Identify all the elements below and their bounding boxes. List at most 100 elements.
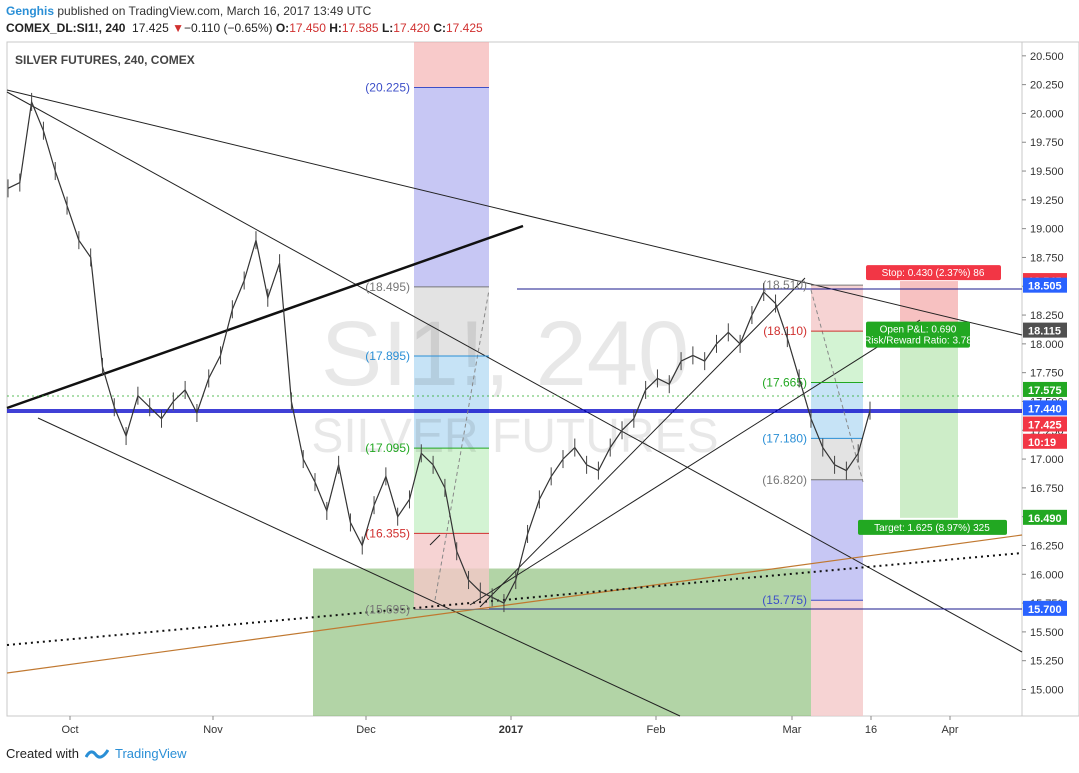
fib1-level-label-1: (18.495) xyxy=(365,280,410,294)
price-tag-6: 10:19 xyxy=(1028,437,1056,449)
fib2-zone-gray xyxy=(811,438,863,480)
price-tag-bg-8 xyxy=(1023,600,1067,616)
open-value: 17.450 xyxy=(289,21,326,35)
dotted-trendline xyxy=(6,552,1023,646)
ohlc-legend: COMEX_DL:SI1!, 240 17.425 ▼−0.110 (−0.65… xyxy=(6,21,483,35)
y-tick-label-11: 17.750 xyxy=(1030,368,1064,380)
chart-title: SILVER FUTURES, 240, COMEX xyxy=(15,53,195,67)
y-tick-label-17: 19.250 xyxy=(1030,195,1064,207)
stop-label: Stop: 0.430 (2.37%) 86 xyxy=(882,268,985,279)
fib2-level-label-5: (15.775) xyxy=(762,593,807,607)
fib2-level-label-3: (17.180) xyxy=(762,431,807,445)
x-tick-label-5: Mar xyxy=(783,724,802,736)
descending-channel-upper xyxy=(6,91,1023,653)
high-label: H: xyxy=(329,21,342,35)
x-tick-label-6: 16 xyxy=(865,724,877,736)
y-tick-label-19: 19.750 xyxy=(1030,137,1064,149)
price-tag-8: 15.700 xyxy=(1028,604,1062,616)
published-text: published on TradingView.com, March 16, … xyxy=(54,4,372,18)
author-link[interactable]: Genghis xyxy=(6,4,55,18)
price-tag-bg-3 xyxy=(1023,381,1067,397)
price-tag-bg-4 xyxy=(1023,400,1067,416)
y-tick-label-7: 16.750 xyxy=(1030,483,1064,495)
fib-zone-blue xyxy=(414,87,489,287)
fib-zone-gray xyxy=(414,286,489,356)
pnl-label-line1: Open P&L: 0.690 xyxy=(880,325,957,336)
rising-channel-lower-a xyxy=(429,534,441,546)
price-tag-bg-7 xyxy=(1023,509,1067,525)
rising-channel-upper xyxy=(479,277,806,608)
support-trendline-bold xyxy=(6,224,524,410)
y-tick-label-12: 18.000 xyxy=(1030,339,1064,351)
tradingview-logo-icon xyxy=(84,748,109,759)
fib-diagonal-dashed xyxy=(434,289,490,601)
x-tick-label-3: 2017 xyxy=(499,724,523,736)
x-tick-label-0: Oct xyxy=(61,724,78,736)
y-tick-label-4: 16.000 xyxy=(1030,569,1064,581)
fib1-level-label-0: (20.225) xyxy=(365,81,410,95)
x-tick-label-2: Dec xyxy=(356,724,376,736)
open-label: O: xyxy=(275,21,290,35)
fib-zone-pink xyxy=(414,533,489,610)
y-tick-label-8: 17.000 xyxy=(1030,454,1064,466)
price-tag-bg-1 xyxy=(1023,277,1067,293)
x-tick-label-7: Apr xyxy=(941,724,958,736)
fib2-level-label-0: (18.510) xyxy=(762,278,807,292)
y-tick-label-18: 19.500 xyxy=(1030,166,1064,178)
fib-zone-red xyxy=(414,42,489,88)
long-position-zone xyxy=(313,568,811,716)
stop-label-bg xyxy=(866,265,1001,281)
low-label: L: xyxy=(381,21,394,35)
target-zone xyxy=(900,330,958,518)
fib2-diagonal-dashed xyxy=(810,289,864,483)
fib-zone-lightblue xyxy=(414,355,489,449)
symbol-label: COMEX_DL:SI1!, 240 xyxy=(6,21,126,35)
change-value: −0.110 (−0.65%) xyxy=(183,21,273,35)
target-label: Target: 1.625 (8.97%) 325 xyxy=(874,523,990,534)
target-label-bg xyxy=(858,519,1007,535)
y-tick-label-13: 18.250 xyxy=(1030,310,1064,322)
fib2-zone-green xyxy=(811,331,863,383)
pnl-label-bg xyxy=(866,321,970,348)
fib1-level-label-2: (17.895) xyxy=(365,349,410,363)
price-tag-bg-5 xyxy=(1023,416,1067,432)
fib2-level-label-2: (17.665) xyxy=(762,375,807,389)
last-price: 17.425 xyxy=(132,21,169,35)
footer: Created with TradingView xyxy=(6,746,187,761)
y-tick-label-21: 20.250 xyxy=(1030,80,1064,92)
price-tag-3: 17.575 xyxy=(1028,385,1062,397)
y-tick-label-20: 20.000 xyxy=(1030,108,1064,120)
y-tick-label-5: 16.250 xyxy=(1030,540,1064,552)
tradingview-brand-link[interactable]: TradingView xyxy=(114,746,187,761)
watermark-name: SILVER FUTURES xyxy=(311,410,718,463)
watermark-symbol: SI1!, 240 xyxy=(321,303,689,405)
x-tick-label-1: Nov xyxy=(203,724,223,736)
created-with-text: Created with xyxy=(6,746,79,761)
rising-channel-lower xyxy=(469,319,921,606)
close-value: 17.425 xyxy=(446,21,483,35)
price-tag-bg-6 xyxy=(1023,433,1067,449)
fib1-level-label-5: (15.695) xyxy=(365,602,410,616)
y-tick-label-22: 20.500 xyxy=(1030,51,1064,63)
y-tick-label-15: 18.750 xyxy=(1030,252,1064,264)
fib1-level-label-4: (16.355) xyxy=(365,526,410,540)
y-tick-label-16: 19.000 xyxy=(1030,224,1064,236)
price-tag-bg-2 xyxy=(1023,322,1067,338)
price-tag-4: 17.440 xyxy=(1028,403,1062,415)
pnl-label-line2: Risk/Reward Ratio: 3.78 xyxy=(864,336,972,347)
y-tick-label-2: 15.500 xyxy=(1030,627,1064,639)
down-arrow-icon: ▼ xyxy=(172,21,184,35)
price-tag-5: 17.425 xyxy=(1028,420,1062,432)
y-tick-label-1: 15.250 xyxy=(1030,656,1064,668)
price-tag-7: 16.490 xyxy=(1028,513,1062,525)
fib2-zone-pink xyxy=(811,600,863,716)
price-tag-2: 18.115 xyxy=(1028,326,1061,338)
high-value: 17.585 xyxy=(341,21,379,35)
y-tick-label-0: 15.000 xyxy=(1030,685,1064,697)
x-tick-label-4: Feb xyxy=(647,724,666,736)
upper-trendline xyxy=(6,89,1023,336)
fib-zone-green xyxy=(414,448,489,534)
descending-channel-lower xyxy=(37,417,681,717)
price-series-line xyxy=(7,99,871,604)
